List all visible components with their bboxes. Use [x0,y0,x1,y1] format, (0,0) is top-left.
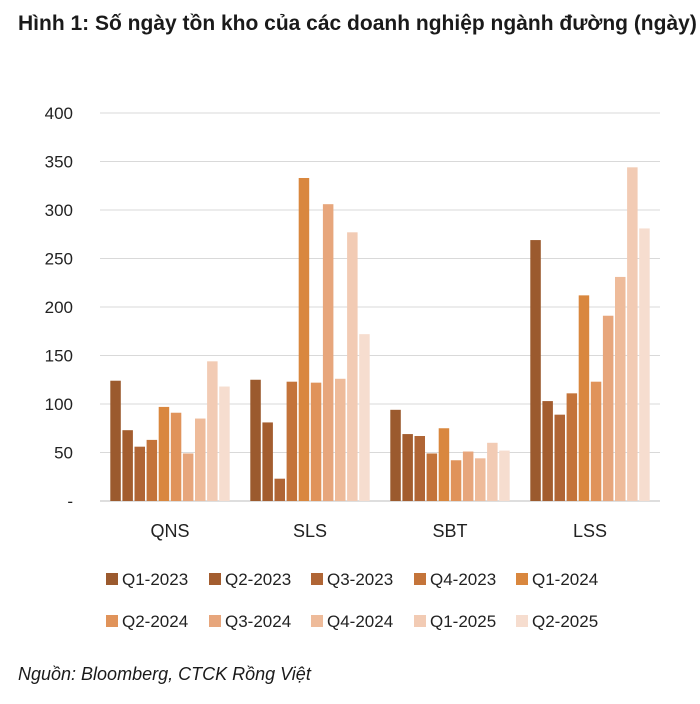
legend-swatch [106,573,118,585]
y-tick-label: - [67,492,73,511]
bar-sls-q4-2023 [286,381,298,501]
bar-sbt-q1-2025 [487,442,498,501]
legend-swatch [516,573,528,585]
bar-sls-q1-2024 [298,177,310,502]
legend-swatch [414,615,426,627]
bar-lss-q4-2024 [615,276,626,501]
y-tick-label: 300 [45,201,73,220]
bar-qns-q2-2023 [122,430,133,501]
legend-label: Q3-2024 [225,612,291,631]
legend-item: Q4-2024 [311,612,393,631]
legend-label: Q1-2025 [430,612,496,631]
legend-label: Q1-2024 [532,570,598,589]
bar-sls-q3-2024 [322,204,334,501]
x-axis: QNS SLS SBT LSS [150,521,607,541]
legend-label: Q1-2023 [122,570,188,589]
legend-item: Q3-2023 [311,570,393,589]
legend-label: Q4-2023 [430,570,496,589]
legend-swatch [106,615,118,627]
source-note: Nguồn: Bloomberg, CTCK Rồng Việt [18,664,311,684]
bar-sbt-q3-2023 [414,436,425,501]
bar-lss-q3-2023 [554,414,565,501]
bar-sls-q2-2024 [310,382,322,501]
bar-lss-q2-2024 [590,381,602,501]
bar-qns-q3-2024 [182,453,194,501]
y-tick-label: 400 [45,104,73,123]
bar-lss-q2-2025 [639,228,650,501]
legend-item: Q2-2025 [516,612,598,631]
bar-qns-q1-2024 [158,406,170,501]
bar-sls-q4-2024 [335,378,346,501]
bar-sbt-q4-2023 [426,453,438,501]
bar-qns-q1-2023 [110,380,121,501]
bar-qns-q4-2023 [146,439,158,501]
legend-swatch [209,573,221,585]
bar-sbt-q1-2024 [438,428,450,501]
bar-sls-q2-2025 [359,334,370,501]
legend-item: Q3-2024 [209,612,291,631]
legend-label: Q2-2025 [532,612,598,631]
legend-label: Q3-2023 [327,570,393,589]
legend-swatch [209,615,221,627]
bar-sbt-q2-2025 [499,450,510,501]
y-tick-label: 150 [45,347,73,366]
legend-swatch [414,573,426,585]
x-category-label: LSS [573,521,607,541]
bar-sls-q1-2023 [250,379,261,501]
legend-label: Q2-2024 [122,612,188,631]
bar-qns-q2-2024 [170,412,182,501]
legend-swatch [516,615,528,627]
legend: Q1-2023 Q2-2023 Q3-2023 Q4-2023 Q1-2024 Q2-20… [106,570,598,631]
bar-lss-q1-2023 [530,240,541,501]
bar-sbt-q1-2023 [390,409,401,501]
legend-swatch [311,573,323,585]
x-category-label: QNS [150,521,189,541]
legend-item: Q2-2023 [209,570,291,589]
bars [110,167,650,502]
bar-lss-q3-2024 [602,315,614,501]
y-tick-label: 50 [54,444,73,463]
bar-lss-q4-2023 [566,393,578,501]
bar-sls-q1-2025 [347,232,358,501]
bar-sls-q3-2023 [274,478,285,501]
legend-swatch [311,615,323,627]
legend-item: Q4-2023 [414,570,496,589]
bar-lss-q1-2025 [627,167,638,501]
y-tick-label: 250 [45,250,73,269]
y-tick-label: 100 [45,395,73,414]
bar-lss-q2-2023 [542,401,553,501]
bar-qns-q4-2024 [195,418,206,501]
bar-qns-q3-2023 [134,446,145,501]
legend-item: Q1-2025 [414,612,496,631]
legend-label: Q4-2024 [327,612,393,631]
bar-sbt-q4-2024 [475,458,486,501]
bar-sbt-q3-2024 [462,451,474,501]
bar-sbt-q2-2023 [402,434,413,501]
x-category-label: SBT [432,521,467,541]
bar-qns-q1-2025 [207,361,218,501]
legend-item: Q1-2024 [516,570,598,589]
x-category-label: SLS [293,521,327,541]
y-tick-label: 350 [45,153,73,172]
bar-lss-q1-2024 [578,295,590,501]
figure-title: Hình 1: Số ngày tồn kho của các doanh ng… [18,12,697,35]
bar-sbt-q2-2024 [450,460,462,501]
legend-label: Q2-2023 [225,570,291,589]
y-axis: - 50 100 150 200 250 300 350 400 [45,104,73,511]
bar-sls-q2-2023 [262,422,273,501]
y-tick-label: 200 [45,298,73,317]
legend-item: Q2-2024 [106,612,188,631]
bar-qns-q2-2025 [219,386,230,501]
legend-item: Q1-2023 [106,570,188,589]
